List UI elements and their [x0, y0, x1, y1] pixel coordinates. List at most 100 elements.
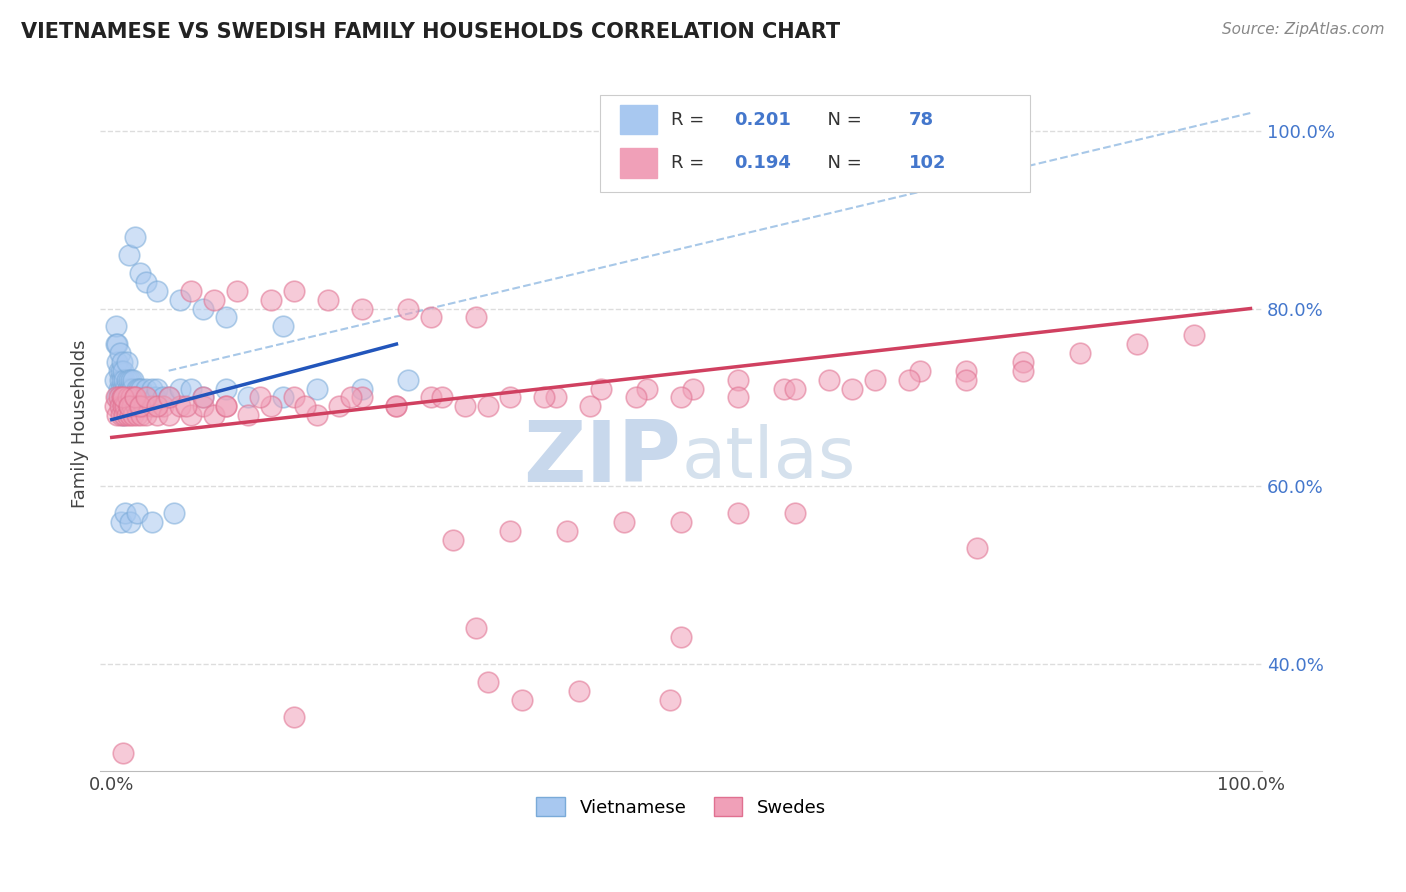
Point: [121, 382, 143, 396]
Point: [124, 399, 146, 413]
Point: [129, 391, 152, 405]
Point: [191, 399, 214, 413]
Point: [157, 391, 180, 405]
Point: [135, 408, 157, 422]
Point: [111, 391, 134, 405]
Point: [125, 382, 148, 396]
Point: [214, 382, 236, 396]
Text: ZIP: ZIP: [523, 417, 681, 500]
Point: [105, 319, 128, 334]
Point: [385, 399, 408, 413]
Point: [117, 391, 139, 405]
Point: [122, 391, 145, 405]
Point: [118, 399, 141, 413]
Point: [124, 399, 146, 413]
Point: [238, 408, 260, 422]
Point: [202, 293, 225, 307]
Point: [955, 373, 977, 387]
Point: [112, 746, 135, 760]
Point: [157, 408, 180, 422]
Point: [454, 399, 477, 413]
Point: [118, 408, 141, 422]
Point: [122, 408, 145, 422]
Point: [111, 373, 134, 387]
Point: [114, 399, 136, 413]
Point: [783, 506, 806, 520]
Point: [214, 310, 236, 325]
Point: [131, 408, 153, 422]
Point: [114, 399, 136, 413]
Point: [121, 399, 143, 413]
Point: [191, 391, 214, 405]
Point: [624, 391, 647, 405]
Point: [271, 319, 294, 334]
Point: [328, 399, 350, 413]
Point: [131, 382, 153, 396]
Bar: [620, 105, 657, 135]
Point: [118, 399, 141, 413]
Point: [180, 284, 202, 298]
Point: [107, 408, 129, 422]
Text: R =: R =: [671, 154, 710, 172]
Point: [112, 382, 135, 396]
Point: [124, 391, 146, 405]
Point: [110, 515, 132, 529]
Point: [477, 399, 499, 413]
Point: [591, 382, 613, 396]
Point: [499, 524, 522, 538]
Point: [114, 382, 136, 396]
Point: [107, 364, 129, 378]
Point: [108, 399, 131, 413]
Point: [249, 391, 271, 405]
Point: [115, 355, 138, 369]
Point: [510, 692, 533, 706]
Point: [180, 408, 202, 422]
Point: [136, 391, 159, 405]
Point: [385, 399, 408, 413]
Point: [129, 266, 152, 280]
Point: [146, 382, 169, 396]
Point: [115, 391, 138, 405]
Point: [120, 391, 142, 405]
Point: [238, 391, 260, 405]
Point: [294, 399, 316, 413]
Point: [430, 391, 453, 405]
Point: [157, 391, 180, 405]
Point: [108, 391, 131, 405]
Text: N =: N =: [815, 154, 868, 172]
Point: [169, 382, 191, 396]
Point: [174, 399, 197, 413]
Point: [818, 373, 841, 387]
Point: [465, 310, 488, 325]
Point: [477, 674, 499, 689]
Text: 0.194: 0.194: [734, 154, 792, 172]
Point: [107, 391, 129, 405]
Point: [1011, 355, 1033, 369]
Point: [115, 373, 138, 387]
Point: [669, 391, 692, 405]
Point: [727, 373, 749, 387]
Point: [108, 373, 131, 387]
Point: [135, 391, 157, 405]
Point: [352, 391, 374, 405]
Legend: Vietnamese, Swedes: Vietnamese, Swedes: [529, 790, 834, 824]
Point: [271, 391, 294, 405]
Point: [141, 382, 163, 396]
Point: [613, 515, 636, 529]
Point: [128, 399, 150, 413]
Point: [105, 391, 128, 405]
Point: [107, 337, 129, 351]
Point: [202, 408, 225, 422]
Point: [105, 337, 128, 351]
Point: [112, 391, 135, 405]
Point: [226, 284, 249, 298]
Point: [682, 382, 704, 396]
Point: [910, 364, 932, 378]
Point: [104, 373, 127, 387]
Text: R =: R =: [671, 111, 710, 128]
Point: [441, 533, 464, 547]
Point: [112, 391, 135, 405]
Point: [107, 391, 129, 405]
Point: [499, 391, 522, 405]
Text: VIETNAMESE VS SWEDISH FAMILY HOUSEHOLDS CORRELATION CHART: VIETNAMESE VS SWEDISH FAMILY HOUSEHOLDS …: [21, 22, 841, 42]
